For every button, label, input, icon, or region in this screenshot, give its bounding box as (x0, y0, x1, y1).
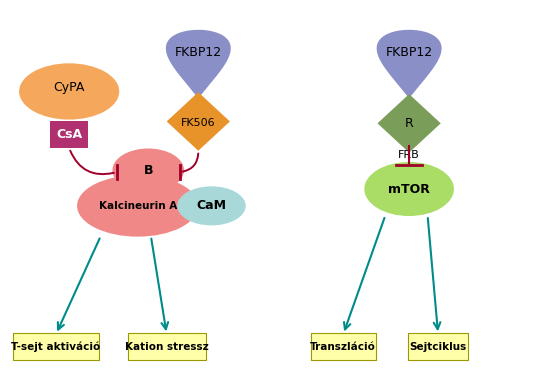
Ellipse shape (112, 149, 184, 192)
Text: CsA: CsA (56, 128, 82, 141)
Ellipse shape (77, 175, 198, 237)
Ellipse shape (364, 162, 454, 216)
Text: B: B (143, 164, 153, 177)
Text: FKBP12: FKBP12 (175, 45, 222, 59)
Polygon shape (378, 94, 441, 153)
Polygon shape (166, 92, 230, 151)
FancyBboxPatch shape (311, 333, 376, 360)
Text: FRB: FRB (398, 150, 420, 160)
Text: Kation stressz: Kation stressz (125, 342, 208, 352)
Text: CaM: CaM (197, 199, 227, 212)
Ellipse shape (19, 63, 119, 119)
FancyBboxPatch shape (13, 333, 99, 360)
Polygon shape (376, 30, 441, 97)
FancyBboxPatch shape (128, 333, 206, 360)
Text: CyPA: CyPA (54, 81, 85, 94)
Text: mTOR: mTOR (388, 183, 430, 195)
Text: Kalcineurin A: Kalcineurin A (99, 201, 177, 211)
Text: Sejtciklus: Sejtciklus (410, 342, 467, 352)
Text: R: R (405, 117, 413, 130)
Text: T-sejt aktiváció: T-sejt aktiváció (11, 341, 100, 352)
FancyBboxPatch shape (408, 333, 468, 360)
Text: Transzláció: Transzláció (310, 342, 376, 352)
FancyBboxPatch shape (50, 121, 88, 148)
Text: FKBP12: FKBP12 (386, 45, 433, 59)
Polygon shape (166, 30, 231, 97)
Text: FK506: FK506 (181, 118, 216, 129)
Ellipse shape (177, 186, 246, 225)
